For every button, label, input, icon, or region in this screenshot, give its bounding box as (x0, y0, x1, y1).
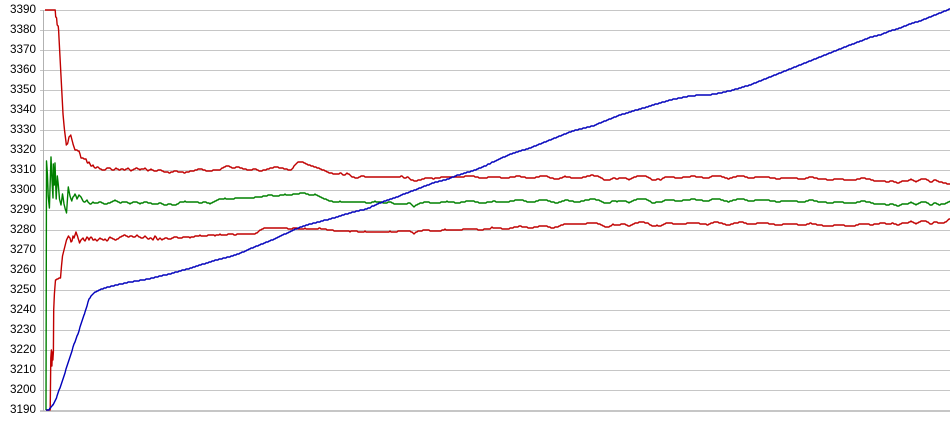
svg-text:3350: 3350 (10, 83, 37, 96)
svg-text:3190: 3190 (10, 403, 37, 416)
svg-text:3390: 3390 (10, 3, 37, 16)
svg-text:3310: 3310 (10, 163, 37, 176)
svg-text:3300: 3300 (10, 183, 37, 196)
svg-text:3370: 3370 (10, 43, 37, 56)
svg-text:3320: 3320 (10, 143, 37, 156)
svg-text:3380: 3380 (10, 23, 37, 36)
svg-text:3270: 3270 (10, 243, 37, 256)
svg-text:3340: 3340 (10, 103, 37, 116)
svg-text:3220: 3220 (10, 343, 37, 356)
svg-text:3280: 3280 (10, 223, 37, 236)
svg-text:3210: 3210 (10, 363, 37, 376)
svg-text:3200: 3200 (10, 383, 37, 396)
svg-text:3330: 3330 (10, 123, 37, 136)
svg-text:3240: 3240 (10, 303, 37, 316)
svg-text:3260: 3260 (10, 263, 37, 276)
svg-text:3360: 3360 (10, 63, 37, 76)
svg-text:3290: 3290 (10, 203, 37, 216)
svg-text:3250: 3250 (10, 283, 37, 296)
svg-text:3230: 3230 (10, 323, 37, 336)
